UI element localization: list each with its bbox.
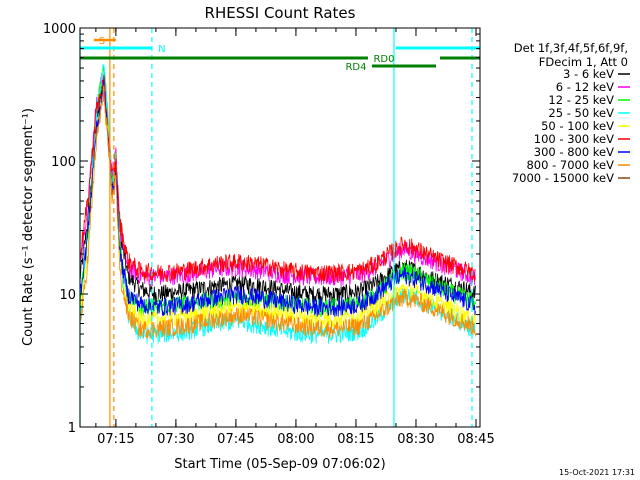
legend: Det 1f,3f,4f,5f,6f,9f, FDecim 1, Att 0 3… [512, 41, 630, 185]
legend-label: 50 - 100 keV [541, 119, 614, 133]
x-tick-label: 07:45 [217, 432, 254, 447]
x-axis-label: Start Time (05-Sep-09 07:06:02) [174, 457, 385, 472]
series-line-100-300-keV [79, 74, 476, 284]
legend-label: 25 - 50 keV [548, 106, 614, 120]
x-tick-label: 07:15 [97, 432, 134, 447]
y-axis-label: Count Rate (s⁻¹ detector segment⁻¹) [21, 108, 36, 346]
series-line-800-7000-keV [79, 85, 476, 340]
legend-label: 800 - 7000 keV [526, 158, 614, 172]
y-tick-label: 1 [68, 421, 76, 436]
series-line-3-6-keV [79, 74, 476, 305]
series-line-25-50-keV [79, 64, 476, 344]
chart-title: RHESSI Count Rates [205, 4, 356, 22]
legend-header-line-1: Det 1f,3f,4f,5f,6f,9f, [514, 41, 628, 55]
x-tick-label: 08:45 [457, 432, 494, 447]
legend-label: 7000 - 15000 keV [512, 171, 614, 185]
y-tick-label: 100 [51, 155, 76, 170]
x-tick-label: 08:30 [397, 432, 434, 447]
legend-label: 12 - 25 keV [548, 93, 614, 107]
legend-header-line-2: FDecim 1, Att 0 [539, 55, 628, 69]
y-tick-label: 1000 [43, 22, 76, 37]
rd4-flag-label: RD4 [345, 62, 366, 73]
x-tick-label: 07:30 [157, 432, 194, 447]
legend-label: 300 - 800 keV [534, 145, 614, 159]
rd0-flag-label: RD0 [373, 54, 394, 65]
plot-frame [79, 27, 481, 428]
legend-label: 3 - 6 keV [563, 67, 614, 81]
plot-area: S N RD0 RD4 [79, 28, 480, 427]
x-axis: 07:15 07:30 07:45 08:00 08:15 08:30 08:45 [95, 28, 495, 447]
plot-timestamp: 15-Oct-2021 17:31 [559, 468, 635, 477]
x-tick-label: 08:15 [337, 432, 374, 447]
y-tick-label: 10 [59, 288, 76, 303]
attenuator-flag-label: S [99, 36, 105, 47]
night-flag-label: N [158, 44, 165, 55]
legend-label: 100 - 300 keV [534, 132, 614, 146]
legend-label: 6 - 12 keV [556, 80, 614, 94]
series-line-12-25-keV [79, 65, 476, 318]
y-axis: 1 10 100 1000 [43, 22, 480, 436]
x-tick-label: 08:00 [277, 432, 314, 447]
series-line-300-800-keV [79, 79, 476, 317]
